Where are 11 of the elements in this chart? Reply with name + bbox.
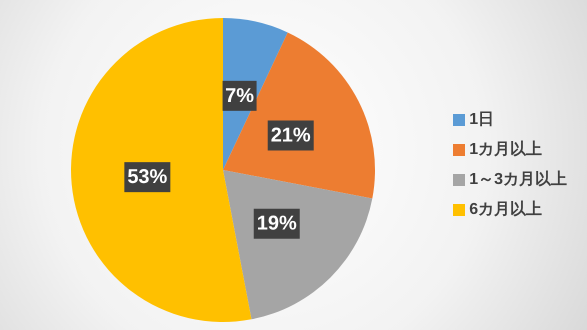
data-label: 21%	[270, 124, 311, 146]
legend-label: 1～3カ月以上	[469, 171, 567, 188]
legend-label: 1日	[469, 111, 494, 128]
pie-slice	[223, 32, 375, 198]
legend-label: 6カ月以上	[469, 201, 542, 218]
data-label: 7%	[225, 84, 254, 107]
legend-label: 1カ月以上	[469, 141, 542, 158]
data-label: 53%	[127, 166, 168, 188]
pie-slice	[223, 170, 372, 320]
pie-slice	[71, 18, 252, 322]
data-label: 19%	[256, 212, 297, 235]
